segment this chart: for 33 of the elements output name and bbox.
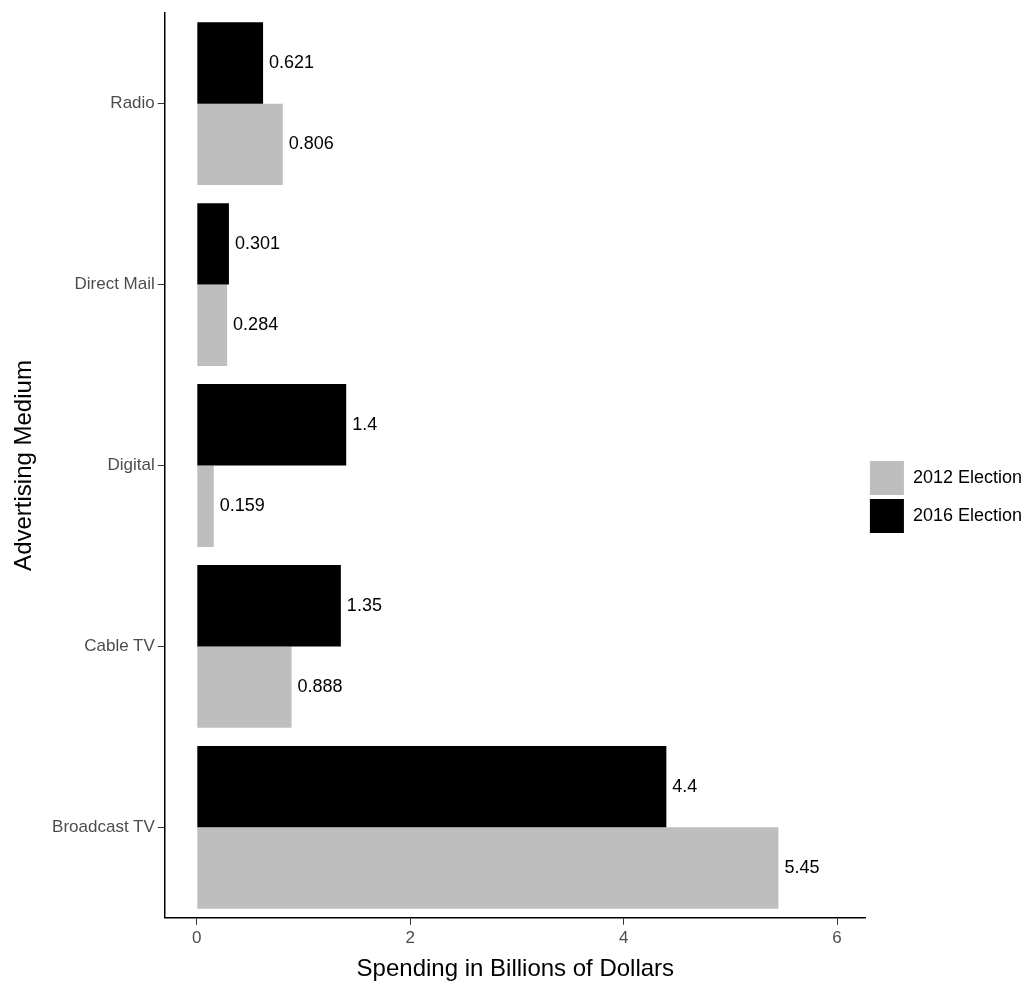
data-label: 0.621 <box>269 51 315 72</box>
y-axis-title: Advertising Medium <box>9 360 37 571</box>
data-label: 4.4 <box>672 775 698 796</box>
x-axis-title: Spending in Billions of Dollars <box>356 954 675 982</box>
y-tick-label: Cable TV <box>84 636 156 656</box>
x-tick-label: 4 <box>618 927 629 947</box>
bar <box>197 384 347 466</box>
bar <box>197 22 264 104</box>
data-label: 1.4 <box>352 413 378 434</box>
data-label: 5.45 <box>784 857 820 878</box>
data-label: 1.35 <box>346 594 382 615</box>
data-label: 0.806 <box>288 133 334 154</box>
x-tick-label: 2 <box>405 927 415 947</box>
bar <box>197 284 228 366</box>
data-label: 0.284 <box>233 314 279 335</box>
y-tick-label: Radio <box>110 93 155 113</box>
x-tick-label: 0 <box>192 927 202 947</box>
bar <box>197 565 341 647</box>
y-tick-label: Broadcast TV <box>52 817 156 837</box>
data-label: 0.301 <box>234 232 280 253</box>
x-tick-label: 6 <box>832 927 842 947</box>
legend-label: 2012 Election <box>912 466 1023 487</box>
data-label: 0.159 <box>219 495 265 516</box>
y-tick-label: Digital <box>107 455 155 475</box>
data-label: 0.888 <box>297 676 343 697</box>
legend-label: 2016 Election <box>912 504 1023 525</box>
bar <box>197 103 283 186</box>
y-tick-label: Direct Mail <box>74 274 155 294</box>
bar <box>197 646 292 728</box>
bar <box>197 827 779 909</box>
bar <box>197 203 229 285</box>
bar <box>197 465 214 547</box>
bar <box>197 745 667 828</box>
